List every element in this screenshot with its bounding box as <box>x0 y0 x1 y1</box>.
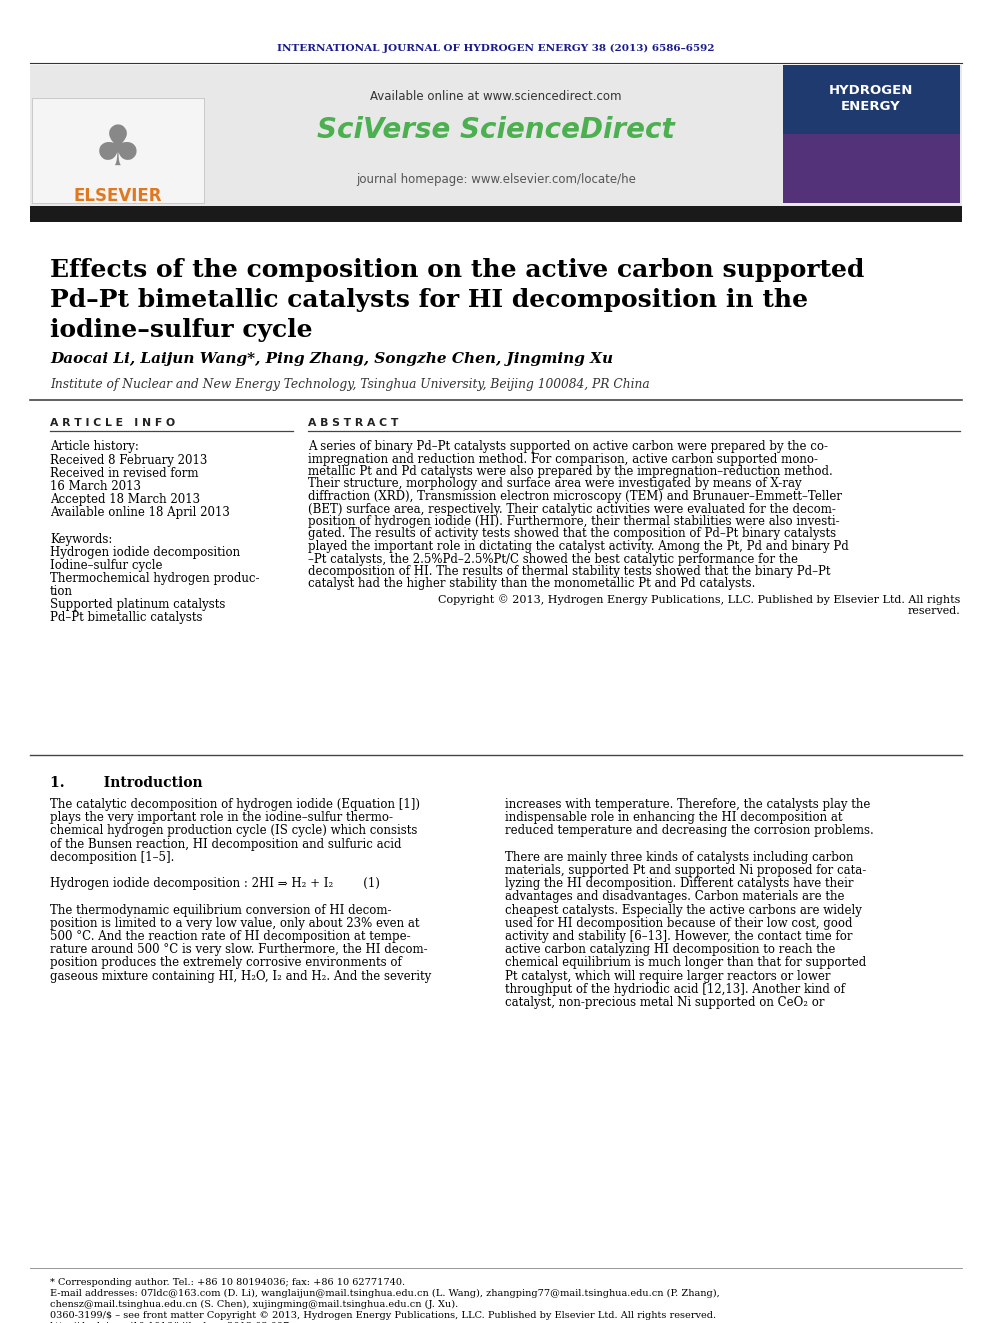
Text: impregnation and reduction method. For comparison, active carbon supported mono-: impregnation and reduction method. For c… <box>308 452 818 466</box>
Text: 500 °C. And the reaction rate of HI decomposition at tempe-: 500 °C. And the reaction rate of HI deco… <box>50 930 411 943</box>
Text: Available online at www.sciencedirect.com: Available online at www.sciencedirect.co… <box>370 90 622 103</box>
Text: advantages and disadvantages. Carbon materials are the: advantages and disadvantages. Carbon mat… <box>505 890 844 904</box>
Text: 1.        Introduction: 1. Introduction <box>50 777 202 790</box>
Text: Keywords:: Keywords: <box>50 533 112 546</box>
Text: chemical hydrogen production cycle (IS cycle) which consists: chemical hydrogen production cycle (IS c… <box>50 824 418 837</box>
Text: gated. The results of activity tests showed that the composition of Pd–Pt binary: gated. The results of activity tests sho… <box>308 528 836 541</box>
Text: –Pt catalysts, the 2.5%Pd–2.5%Pt/C showed the best catalytic performance for the: –Pt catalysts, the 2.5%Pd–2.5%Pt/C showe… <box>308 553 798 565</box>
Text: iodine–sulfur cycle: iodine–sulfur cycle <box>50 318 312 343</box>
Text: lyzing the HI decomposition. Different catalysts have their: lyzing the HI decomposition. Different c… <box>505 877 853 890</box>
Text: A R T I C L E   I N F O: A R T I C L E I N F O <box>50 418 176 429</box>
Text: Their structure, morphology and surface area were investigated by means of X-ray: Their structure, morphology and surface … <box>308 478 802 491</box>
Text: Accepted 18 March 2013: Accepted 18 March 2013 <box>50 493 200 505</box>
Text: gaseous mixture containing HI, H₂O, I₂ and H₂. And the severity: gaseous mixture containing HI, H₂O, I₂ a… <box>50 970 432 983</box>
FancyBboxPatch shape <box>783 65 960 202</box>
Text: There are mainly three kinds of catalysts including carbon: There are mainly three kinds of catalyst… <box>505 851 853 864</box>
Text: position of hydrogen iodide (HI). Furthermore, their thermal stabilities were al: position of hydrogen iodide (HI). Furthe… <box>308 515 839 528</box>
Text: ♣: ♣ <box>93 123 143 177</box>
Text: plays the very important role in the iodine–sulfur thermo-: plays the very important role in the iod… <box>50 811 393 824</box>
Text: tion: tion <box>50 585 73 598</box>
Text: activity and stability [6–13]. However, the contact time for: activity and stability [6–13]. However, … <box>505 930 852 943</box>
Text: metallic Pt and Pd catalysts were also prepared by the impregnation–reduction me: metallic Pt and Pd catalysts were also p… <box>308 464 832 478</box>
Text: Iodine–sulfur cycle: Iodine–sulfur cycle <box>50 560 163 572</box>
Text: throughput of the hydriodic acid [12,13]. Another kind of: throughput of the hydriodic acid [12,13]… <box>505 983 845 996</box>
Text: Pt catalyst, which will require larger reactors or lower: Pt catalyst, which will require larger r… <box>505 970 830 983</box>
Text: Daocai Li, Laijun Wang*, Ping Zhang, Songzhe Chen, Jingming Xu: Daocai Li, Laijun Wang*, Ping Zhang, Son… <box>50 352 613 366</box>
Text: reduced temperature and decreasing the corrosion problems.: reduced temperature and decreasing the c… <box>505 824 874 837</box>
Text: HYDROGEN
ENERGY: HYDROGEN ENERGY <box>828 83 914 112</box>
Text: Received 8 February 2013: Received 8 February 2013 <box>50 454 207 467</box>
Text: E-mail addresses: 07ldc@163.com (D. Li), wanglaijun@mail.tsinghua.edu.cn (L. Wan: E-mail addresses: 07ldc@163.com (D. Li),… <box>50 1289 720 1298</box>
Text: Pd–Pt bimetallic catalysts: Pd–Pt bimetallic catalysts <box>50 611 202 624</box>
Text: active carbon catalyzing HI decomposition to reach the: active carbon catalyzing HI decompositio… <box>505 943 835 957</box>
Text: Hydrogen iodide decomposition : 2HI ⇒ H₂ + I₂        (1): Hydrogen iodide decomposition : 2HI ⇒ H₂… <box>50 877 380 890</box>
Text: catalyst had the higher stability than the monometallic Pt and Pd catalysts.: catalyst had the higher stability than t… <box>308 578 755 590</box>
Text: Thermochemical hydrogen produc-: Thermochemical hydrogen produc- <box>50 572 260 585</box>
Text: A B S T R A C T: A B S T R A C T <box>308 418 399 429</box>
Text: Article history:: Article history: <box>50 441 139 452</box>
Text: SciVerse ScienceDirect: SciVerse ScienceDirect <box>317 116 675 144</box>
Text: indispensable role in enhancing the HI decomposition at: indispensable role in enhancing the HI d… <box>505 811 842 824</box>
Text: cheapest catalysts. Especially the active carbons are widely: cheapest catalysts. Especially the activ… <box>505 904 862 917</box>
Text: diffraction (XRD), Transmission electron microscopy (TEM) and Brunauer–Emmett–Te: diffraction (XRD), Transmission electron… <box>308 490 842 503</box>
Text: (BET) surface area, respectively. Their catalytic activities were evaluated for : (BET) surface area, respectively. Their … <box>308 503 836 516</box>
Text: Pd–Pt bimetallic catalysts for HI decomposition in the: Pd–Pt bimetallic catalysts for HI decomp… <box>50 288 808 312</box>
FancyBboxPatch shape <box>32 98 204 202</box>
FancyBboxPatch shape <box>30 206 962 222</box>
Text: reserved.: reserved. <box>908 606 960 617</box>
Text: of the Bunsen reaction, HI decomposition and sulfuric acid: of the Bunsen reaction, HI decomposition… <box>50 837 402 851</box>
Text: 0360-3199/$ – see front matter Copyright © 2013, Hydrogen Energy Publications, L: 0360-3199/$ – see front matter Copyright… <box>50 1311 716 1320</box>
Text: decomposition of HI. The results of thermal stability tests showed that the bina: decomposition of HI. The results of ther… <box>308 565 830 578</box>
Text: decomposition [1–5].: decomposition [1–5]. <box>50 851 175 864</box>
Text: chemical equilibrium is much longer than that for supported: chemical equilibrium is much longer than… <box>505 957 866 970</box>
Text: Supported platinum catalysts: Supported platinum catalysts <box>50 598 225 611</box>
Text: INTERNATIONAL JOURNAL OF HYDROGEN ENERGY 38 (2013) 6586–6592: INTERNATIONAL JOURNAL OF HYDROGEN ENERGY… <box>277 44 715 53</box>
Text: Effects of the composition on the active carbon supported: Effects of the composition on the active… <box>50 258 864 282</box>
Text: The thermodynamic equilibrium conversion of HI decom-: The thermodynamic equilibrium conversion… <box>50 904 392 917</box>
Text: catalyst, non-precious metal Ni supported on CeO₂ or: catalyst, non-precious metal Ni supporte… <box>505 996 824 1009</box>
Text: Institute of Nuclear and New Energy Technology, Tsinghua University, Beijing 100: Institute of Nuclear and New Energy Tech… <box>50 378 650 392</box>
Text: A series of binary Pd–Pt catalysts supported on active carbon were prepared by t: A series of binary Pd–Pt catalysts suppo… <box>308 441 828 452</box>
Text: Received in revised form: Received in revised form <box>50 467 198 480</box>
Text: The catalytic decomposition of hydrogen iodide (Equation [1]): The catalytic decomposition of hydrogen … <box>50 798 420 811</box>
Text: chensz@mail.tsinghua.edu.cn (S. Chen), xujingming@mail.tsinghua.edu.cn (J. Xu).: chensz@mail.tsinghua.edu.cn (S. Chen), x… <box>50 1301 458 1310</box>
Text: 16 March 2013: 16 March 2013 <box>50 480 141 493</box>
Text: * Corresponding author. Tel.: +86 10 80194036; fax: +86 10 62771740.: * Corresponding author. Tel.: +86 10 801… <box>50 1278 405 1287</box>
Text: Hydrogen iodide decomposition: Hydrogen iodide decomposition <box>50 546 240 560</box>
Text: rature around 500 °C is very slow. Furthermore, the HI decom-: rature around 500 °C is very slow. Furth… <box>50 943 428 957</box>
Text: materials, supported Pt and supported Ni proposed for cata-: materials, supported Pt and supported Ni… <box>505 864 866 877</box>
Text: Available online 18 April 2013: Available online 18 April 2013 <box>50 505 230 519</box>
Text: increases with temperature. Therefore, the catalysts play the: increases with temperature. Therefore, t… <box>505 798 870 811</box>
Text: position produces the extremely corrosive environments of: position produces the extremely corrosiv… <box>50 957 402 970</box>
Text: played the important role in dictating the catalyst activity. Among the Pt, Pd a: played the important role in dictating t… <box>308 540 849 553</box>
Text: used for HI decomposition because of their low cost, good: used for HI decomposition because of the… <box>505 917 852 930</box>
Text: journal homepage: www.elsevier.com/locate/he: journal homepage: www.elsevier.com/locat… <box>356 173 636 187</box>
Text: ELSEVIER: ELSEVIER <box>73 187 163 205</box>
Text: Copyright © 2013, Hydrogen Energy Publications, LLC. Published by Elsevier Ltd. : Copyright © 2013, Hydrogen Energy Public… <box>437 594 960 605</box>
FancyBboxPatch shape <box>783 134 960 202</box>
FancyBboxPatch shape <box>30 65 962 208</box>
Text: position is limited to a very low value, only about 23% even at: position is limited to a very low value,… <box>50 917 420 930</box>
